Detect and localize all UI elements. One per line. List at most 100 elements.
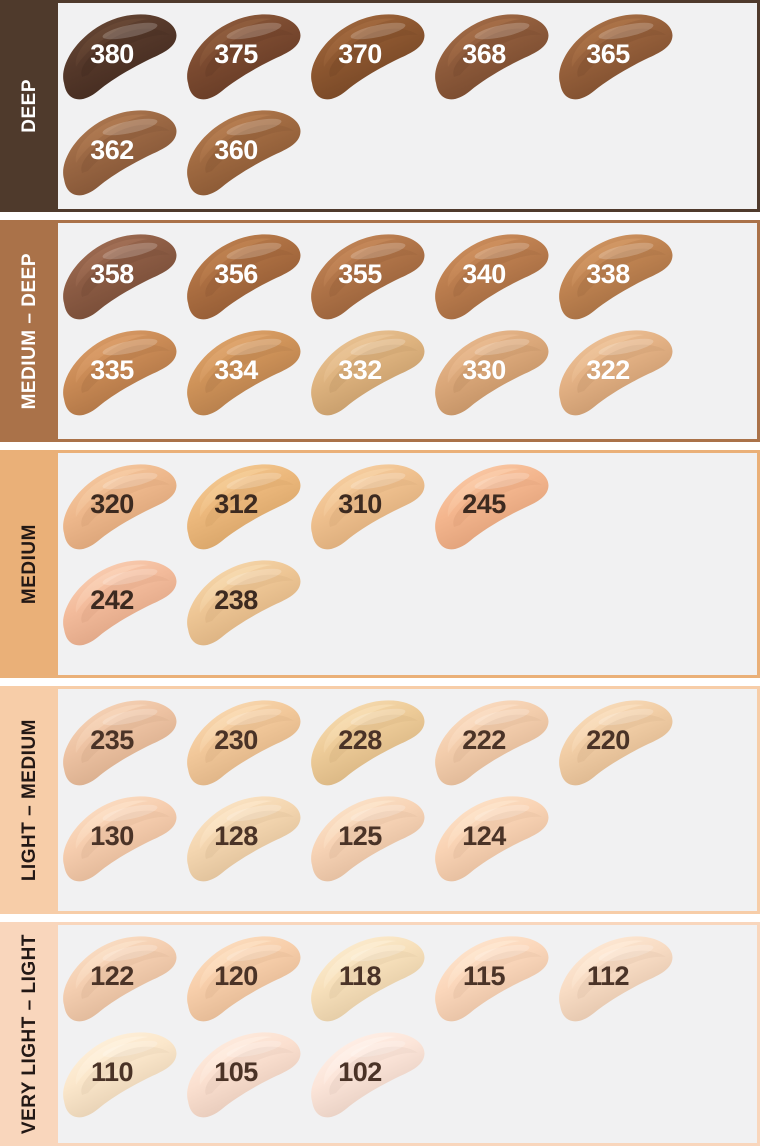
shade-section-very-light-light: VERY LIGHT – LIGHT 122 120 118 115 112 110 105 1… — [0, 922, 760, 1146]
shade-swatch[interactable]: 230 — [182, 695, 306, 791]
shade-swatch[interactable]: 128 — [182, 791, 306, 887]
shade-swatch[interactable]: 222 — [430, 695, 554, 791]
shade-swatch[interactable]: 118 — [306, 931, 430, 1027]
section-divider — [0, 442, 760, 450]
foundation-smear-icon — [187, 330, 301, 416]
shade-swatch[interactable]: 360 — [182, 105, 306, 201]
foundation-smear-icon — [311, 14, 425, 100]
foundation-smear-icon — [311, 1032, 425, 1118]
shade-swatch[interactable]: 322 — [554, 325, 678, 421]
foundation-smear-icon — [435, 700, 549, 786]
foundation-smear-icon — [435, 936, 549, 1022]
shade-swatch[interactable]: 312 — [182, 459, 306, 555]
category-band-very-light-light[interactable]: VERY LIGHT – LIGHT — [0, 925, 58, 1143]
shade-swatch[interactable]: 320 — [58, 459, 182, 555]
foundation-smear-icon — [559, 700, 673, 786]
swatch-row: 130 128 125 124 — [58, 791, 757, 887]
section-divider — [0, 678, 760, 686]
shade-swatch[interactable]: 355 — [306, 229, 430, 325]
shade-swatch-empty — [430, 555, 554, 651]
foundation-smear-icon — [63, 560, 177, 646]
shade-swatch[interactable]: 362 — [58, 105, 182, 201]
section-divider — [0, 212, 760, 220]
shade-section-light-medium: LIGHT – MEDIUM 235 230 228 222 220 130 128 125 12… — [0, 686, 760, 914]
foundation-smear-icon — [63, 234, 177, 320]
foundation-smear-icon — [435, 234, 549, 320]
foundation-smear-icon — [435, 464, 549, 550]
category-label: LIGHT – MEDIUM — [18, 718, 40, 882]
shade-swatch[interactable]: 338 — [554, 229, 678, 325]
shade-swatch[interactable]: 365 — [554, 9, 678, 105]
foundation-smear-icon — [187, 796, 301, 882]
category-label: DEEP — [18, 79, 40, 133]
swatch-row: 320 312 310 245 — [58, 459, 757, 555]
foundation-smear-icon — [187, 936, 301, 1022]
shade-swatch[interactable]: 102 — [306, 1027, 430, 1123]
shade-swatch[interactable]: 368 — [430, 9, 554, 105]
foundation-smear-icon — [187, 560, 301, 646]
foundation-smear-icon — [559, 234, 673, 320]
swatch-row: 358 356 355 340 338 — [58, 229, 757, 325]
category-label: MEDIUM — [18, 523, 40, 605]
category-band-deep[interactable]: DEEP — [0, 3, 58, 209]
shade-swatch[interactable]: 375 — [182, 9, 306, 105]
shade-swatch[interactable]: 112 — [554, 931, 678, 1027]
foundation-smear-icon — [435, 14, 549, 100]
foundation-smear-icon — [63, 110, 177, 196]
shade-swatch[interactable]: 370 — [306, 9, 430, 105]
category-band-light-medium[interactable]: LIGHT – MEDIUM — [0, 689, 58, 911]
swatch-panel-light-medium: 235 230 228 222 220 130 128 125 124 — [58, 689, 757, 911]
shade-swatch[interactable]: 335 — [58, 325, 182, 421]
shade-swatch[interactable]: 105 — [182, 1027, 306, 1123]
section-divider — [0, 914, 760, 922]
shade-swatch-empty — [554, 459, 678, 555]
shade-swatch[interactable]: 242 — [58, 555, 182, 651]
shade-swatch[interactable]: 310 — [306, 459, 430, 555]
category-label: VERY LIGHT – LIGHT — [18, 933, 40, 1135]
foundation-smear-icon — [63, 700, 177, 786]
foundation-smear-icon — [311, 796, 425, 882]
swatch-panel-deep: 380 375 370 368 365 362 360 — [58, 3, 757, 209]
shade-swatch[interactable]: 122 — [58, 931, 182, 1027]
foundation-smear-icon — [559, 936, 673, 1022]
swatch-row: 335 334 332 330 322 — [58, 325, 757, 421]
foundation-smear-icon — [311, 700, 425, 786]
shade-swatch[interactable]: 356 — [182, 229, 306, 325]
foundation-smear-icon — [187, 1032, 301, 1118]
foundation-smear-icon — [311, 936, 425, 1022]
shade-swatch[interactable]: 245 — [430, 459, 554, 555]
foundation-smear-icon — [187, 14, 301, 100]
foundation-smear-icon — [63, 330, 177, 416]
shade-swatch[interactable]: 228 — [306, 695, 430, 791]
shade-swatch[interactable]: 235 — [58, 695, 182, 791]
category-band-medium[interactable]: MEDIUM — [0, 453, 58, 675]
foundation-smear-icon — [435, 330, 549, 416]
shade-swatch[interactable]: 110 — [58, 1027, 182, 1123]
shade-swatch[interactable]: 340 — [430, 229, 554, 325]
swatch-panel-medium-deep: 358 356 355 340 338 335 334 332 330 322 — [58, 223, 757, 439]
shade-swatch-empty — [554, 555, 678, 651]
shade-swatch[interactable]: 332 — [306, 325, 430, 421]
shade-swatch[interactable]: 130 — [58, 791, 182, 887]
foundation-smear-icon — [187, 464, 301, 550]
swatch-row: 122 120 118 115 112 — [58, 931, 757, 1027]
shade-section-medium: MEDIUM 320 312 310 245 242 238 — [0, 450, 760, 678]
shade-swatch[interactable]: 120 — [182, 931, 306, 1027]
shade-swatch[interactable]: 358 — [58, 229, 182, 325]
shade-swatch[interactable]: 380 — [58, 9, 182, 105]
shade-swatch[interactable]: 334 — [182, 325, 306, 421]
shade-swatch[interactable]: 125 — [306, 791, 430, 887]
category-band-medium-deep[interactable]: MEDIUM – DEEP — [0, 223, 58, 439]
swatch-row: 362 360 — [58, 105, 757, 201]
shade-swatch[interactable]: 115 — [430, 931, 554, 1027]
foundation-smear-icon — [311, 330, 425, 416]
foundation-smear-icon — [187, 700, 301, 786]
shade-swatch[interactable]: 220 — [554, 695, 678, 791]
foundation-smear-icon — [63, 464, 177, 550]
shade-swatch-empty — [430, 105, 554, 201]
foundation-smear-icon — [63, 936, 177, 1022]
shade-swatch[interactable]: 330 — [430, 325, 554, 421]
shade-swatch[interactable]: 238 — [182, 555, 306, 651]
shade-swatch[interactable]: 124 — [430, 791, 554, 887]
